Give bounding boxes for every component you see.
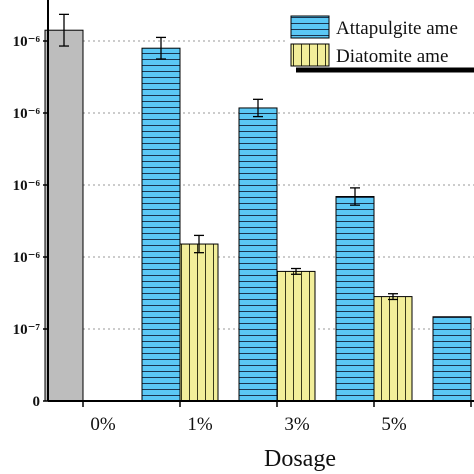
x-tick-label: 0%: [90, 414, 116, 435]
bars-group: [44, 29, 472, 402]
y-tick-label: 10⁻⁶: [13, 178, 41, 194]
error-bars-group: [59, 13, 398, 301]
x-ticks-group: 0% 1% 3% 5%: [82, 401, 472, 435]
y-tick-label: 10⁻⁷: [13, 322, 41, 338]
y-tick-label: 10⁻⁶: [13, 250, 41, 266]
x-axis-title: Dosage: [264, 446, 336, 472]
x-tick-label: 3%: [284, 414, 310, 435]
x-tick-label: 5%: [381, 414, 407, 435]
legend-swatch: [290, 15, 330, 39]
bar-series-2: [179, 243, 219, 402]
y-tick-label: 10⁻⁶: [13, 34, 41, 50]
legend-label: Diatomite ame: [336, 46, 448, 67]
bar-series-1: [141, 47, 181, 402]
bar-series-2: [373, 296, 413, 402]
bar-series-2: [276, 270, 316, 402]
bar-series-1: [335, 196, 375, 402]
bar-series-1: [238, 107, 278, 402]
y-tick-label: 10⁻⁶: [13, 106, 41, 122]
y-tick-label: 0: [33, 394, 41, 410]
legend-swatch: [290, 43, 330, 67]
x-tick-label: 1%: [187, 414, 213, 435]
legend: Attapulgite ame Diatomite ame: [288, 14, 474, 74]
legend-label: Attapulgite ame: [336, 18, 458, 39]
bar-control: [44, 29, 84, 402]
bar-series-1: [432, 316, 472, 402]
y-ticks-group: 0 10⁻⁷ 10⁻⁶ 10⁻⁶ 10⁻⁶ 10⁻⁶: [13, 34, 48, 410]
